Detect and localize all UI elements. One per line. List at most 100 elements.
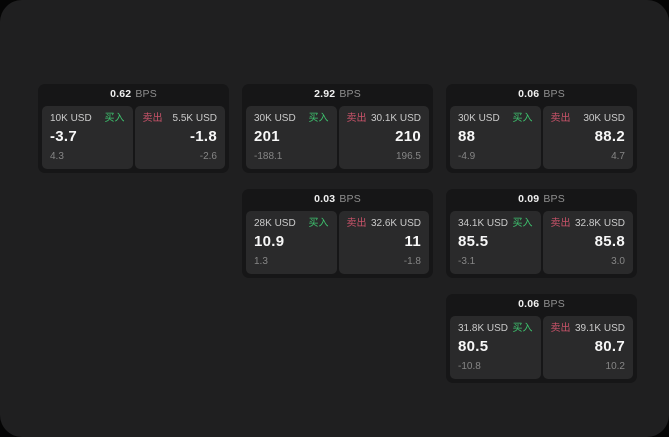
buy-button[interactable]: 买入 [512, 323, 533, 334]
sell-amount: 5.5K USD [172, 113, 217, 124]
buy-price: -3.7 [50, 128, 78, 145]
sell-tile-top-row: 卖出 32.6K USD [347, 218, 422, 230]
buy-price: 88 [458, 128, 476, 145]
buy-delta: 4.3 [50, 151, 64, 162]
sell-button[interactable]: 卖出 [346, 113, 367, 124]
quote-card: 0.06 BPS 30K USD 买入 88 -4.9 卖出 30K USD 8… [446, 84, 637, 173]
buy-price: 201 [254, 128, 280, 145]
buy-quote-tile[interactable]: 30K USD 买入 201 -188.1 [246, 106, 337, 169]
quote-card: 0.06 BPS 31.8K USD 买入 80.5 -10.8 卖出 39.1… [446, 294, 637, 383]
buy-button[interactable]: 买入 [512, 113, 533, 124]
sell-quote-tile[interactable]: 卖出 30K USD 88.2 4.7 [542, 106, 633, 169]
buy-tile-top-row: 30K USD 买入 [254, 113, 329, 125]
buy-quote-tile[interactable]: 31.8K USD 买入 80.5 -10.8 [450, 316, 541, 379]
sell-quote-tile[interactable]: 卖出 39.1K USD 80.7 10.2 [542, 316, 633, 379]
buy-button[interactable]: 买入 [308, 113, 329, 124]
buy-delta: -10.8 [458, 361, 481, 372]
sell-tile-top-row: 卖出 30.1K USD [347, 113, 422, 125]
sell-button[interactable]: 卖出 [550, 323, 571, 334]
bps-value: 0.06 [518, 298, 540, 310]
bps-value: 0.06 [518, 88, 540, 100]
bps-value: 0.09 [518, 193, 540, 205]
buy-button[interactable]: 买入 [104, 113, 125, 124]
bps-header: 0.62 BPS [38, 84, 229, 104]
quote-tiles: 28K USD 买入 10.9 1.3 卖出 32.6K USD 11 -1.8 [242, 209, 433, 278]
buy-quote-tile[interactable]: 30K USD 买入 88 -4.9 [450, 106, 541, 169]
sell-price: 11 [404, 233, 421, 250]
buy-tile-top-row: 10K USD 买入 [50, 113, 125, 125]
buy-button[interactable]: 买入 [308, 218, 329, 229]
buy-amount: 34.1K USD [458, 218, 509, 229]
quote-tiles: 34.1K USD 买入 85.5 -3.1 卖出 32.8K USD 85.8… [446, 209, 637, 278]
bps-header: 0.06 BPS [446, 84, 637, 104]
sell-price: 80.7 [594, 338, 625, 355]
quote-tiles: 30K USD 买入 201 -188.1 卖出 30.1K USD 210 1… [242, 104, 433, 173]
buy-tile-top-row: 30K USD 买入 [458, 113, 533, 125]
bps-unit: BPS [339, 88, 361, 100]
sell-quote-tile[interactable]: 卖出 32.8K USD 85.8 3.0 [542, 211, 633, 274]
quote-tiles: 10K USD 买入 -3.7 4.3 卖出 5.5K USD -1.8 -2.… [38, 104, 229, 173]
quote-tiles: 30K USD 买入 88 -4.9 卖出 30K USD 88.2 4.7 [446, 104, 637, 173]
bps-unit: BPS [339, 193, 361, 205]
sell-button[interactable]: 卖出 [346, 218, 367, 229]
sell-price: -1.8 [189, 128, 217, 145]
bps-value: 0.03 [314, 193, 336, 205]
quote-card: 0.09 BPS 34.1K USD 买入 85.5 -3.1 卖出 32.8K… [446, 189, 637, 278]
sell-button[interactable]: 卖出 [142, 113, 163, 124]
bps-header: 0.03 BPS [242, 189, 433, 209]
bps-header: 2.92 BPS [242, 84, 433, 104]
buy-quote-tile[interactable]: 10K USD 买入 -3.7 4.3 [42, 106, 133, 169]
sell-button[interactable]: 卖出 [550, 113, 571, 124]
buy-tile-top-row: 28K USD 买入 [254, 218, 329, 230]
sell-delta: 10.2 [605, 361, 625, 372]
sell-tile-top-row: 卖出 30K USD [551, 113, 626, 125]
quote-card: 0.62 BPS 10K USD 买入 -3.7 4.3 卖出 5.5K USD… [38, 84, 229, 173]
buy-delta: 1.3 [254, 256, 268, 267]
sell-quote-tile[interactable]: 卖出 5.5K USD -1.8 -2.6 [134, 106, 225, 169]
sell-price: 210 [395, 128, 421, 145]
sell-button[interactable]: 卖出 [550, 218, 571, 229]
buy-quote-tile[interactable]: 34.1K USD 买入 85.5 -3.1 [450, 211, 541, 274]
sell-price: 88.2 [594, 128, 625, 145]
sell-quote-tile[interactable]: 卖出 32.6K USD 11 -1.8 [338, 211, 429, 274]
bps-value: 2.92 [314, 88, 336, 100]
buy-amount: 31.8K USD [458, 323, 509, 334]
buy-amount: 30K USD [458, 113, 500, 124]
buy-delta: -4.9 [458, 151, 476, 162]
buy-quote-tile[interactable]: 28K USD 买入 10.9 1.3 [246, 211, 337, 274]
quote-card: 0.03 BPS 28K USD 买入 10.9 1.3 卖出 32.6K US… [242, 189, 433, 278]
buy-price: 80.5 [458, 338, 489, 355]
bps-value: 0.62 [110, 88, 132, 100]
sell-amount: 30K USD [583, 113, 625, 124]
buy-delta: -3.1 [458, 256, 476, 267]
sell-tile-top-row: 卖出 5.5K USD [143, 113, 218, 125]
sell-tile-top-row: 卖出 39.1K USD [551, 323, 626, 335]
sell-amount: 32.8K USD [574, 218, 625, 229]
sell-delta: -2.6 [199, 151, 217, 162]
buy-tile-top-row: 34.1K USD 买入 [458, 218, 533, 230]
sell-price: 85.8 [594, 233, 625, 250]
sell-delta: -1.8 [403, 256, 421, 267]
bps-header: 0.09 BPS [446, 189, 637, 209]
sell-delta: 4.7 [611, 151, 625, 162]
buy-tile-top-row: 31.8K USD 买入 [458, 323, 533, 335]
bps-unit: BPS [543, 193, 565, 205]
bps-unit: BPS [543, 298, 565, 310]
sell-quote-tile[interactable]: 卖出 30.1K USD 210 196.5 [338, 106, 429, 169]
buy-delta: -188.1 [254, 151, 283, 162]
quote-tiles: 31.8K USD 买入 80.5 -10.8 卖出 39.1K USD 80.… [446, 314, 637, 383]
sell-tile-top-row: 卖出 32.8K USD [551, 218, 626, 230]
buy-amount: 10K USD [50, 113, 92, 124]
buy-button[interactable]: 买入 [512, 218, 533, 229]
quote-grid: 0.62 BPS 10K USD 买入 -3.7 4.3 卖出 5.5K USD… [38, 84, 637, 383]
sell-delta: 196.5 [395, 151, 421, 162]
bps-header: 0.06 BPS [446, 294, 637, 314]
sell-amount: 39.1K USD [574, 323, 625, 334]
sell-delta: 3.0 [611, 256, 625, 267]
buy-price: 10.9 [254, 233, 285, 250]
bps-unit: BPS [135, 88, 157, 100]
quote-card: 2.92 BPS 30K USD 买入 201 -188.1 卖出 30.1K … [242, 84, 433, 173]
sell-amount: 30.1K USD [370, 113, 421, 124]
bps-unit: BPS [543, 88, 565, 100]
